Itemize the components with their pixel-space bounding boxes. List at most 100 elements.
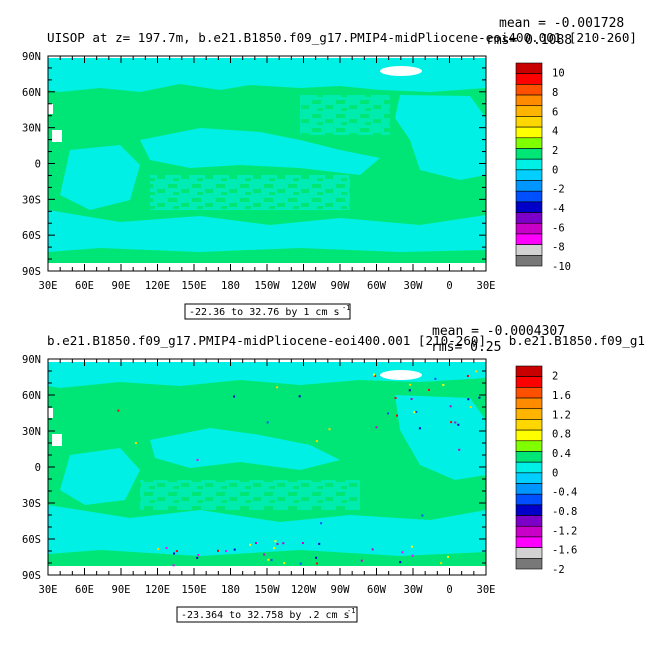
- colorbar-swatch: [515, 180, 543, 192]
- panel-bottom: mean = -0.0004307 rms= 0.25 b.e21.B1850.…: [22, 324, 645, 623]
- anomaly-speck: [418, 427, 421, 430]
- x-tick-label: 120E: [145, 584, 170, 596]
- x-tick-label: 60W: [367, 584, 387, 596]
- anomaly-speck: [175, 550, 178, 553]
- anomaly-speck: [447, 555, 449, 558]
- range-box: -23.364 to 32.758 by .2 cm s -1: [176, 606, 358, 623]
- x-tick-label: 120E: [145, 280, 170, 292]
- panel-top: mean = -0.001728 rms= 0.1088 UISOP at z=…: [22, 16, 637, 320]
- colorbar-swatch: [515, 461, 543, 474]
- anomaly-speck: [408, 389, 411, 392]
- x-tick-label: 60E: [75, 280, 94, 292]
- cyan-region-south: [48, 505, 486, 556]
- anomaly-speck: [440, 562, 443, 565]
- colorbar-label: 10: [552, 68, 565, 80]
- cyan-speckle-overlay-2: [300, 95, 390, 135]
- colorbar-label: 2: [552, 371, 558, 383]
- x-tick-label: 0: [446, 584, 452, 596]
- x-tick-label: 30E: [477, 280, 496, 292]
- colorbar-swatch: [515, 201, 543, 213]
- x-tick-label: 120W: [291, 584, 317, 596]
- anomaly-speck: [173, 552, 175, 555]
- greenland-patch: [380, 370, 422, 380]
- anomaly-speck: [449, 405, 452, 408]
- anomaly-speck: [263, 553, 266, 556]
- anomaly-speck: [270, 559, 273, 561]
- colorbar-label: 0: [552, 467, 558, 479]
- mean-label: mean = -0.001728: [499, 16, 624, 31]
- anomaly-speck: [399, 561, 402, 564]
- y-tick-label: 0: [35, 462, 41, 474]
- colorbar-label: -6: [552, 222, 565, 234]
- y-tick-label: 0: [35, 159, 41, 171]
- anomaly-speck: [458, 448, 461, 451]
- colorbar-label: 0: [552, 164, 558, 176]
- cyan-region-indian: [60, 448, 140, 505]
- x-tick-label: 120W: [291, 280, 317, 292]
- anomaly-speck: [320, 522, 323, 525]
- cyan-speckle-overlay: [150, 175, 350, 210]
- anomaly-speck: [396, 414, 398, 417]
- cyan-region-north: [48, 362, 486, 388]
- x-tick-label: 150E: [181, 280, 206, 292]
- colorbar-swatch: [515, 504, 543, 516]
- anomaly-speck: [421, 514, 424, 517]
- x-tick-label: 90W: [331, 584, 351, 596]
- colorbar-label: 8: [552, 87, 558, 99]
- anomaly-speck: [469, 406, 472, 408]
- colorbar-swatch: [515, 525, 543, 538]
- anomaly-specks: [117, 370, 481, 567]
- range-label: -23.364 to 32.758 by .2 cm s: [181, 610, 350, 621]
- x-tick-label: 30E: [477, 584, 496, 596]
- y-tick-label: 30N: [22, 426, 41, 438]
- colorbar-label: 0.8: [552, 429, 571, 441]
- anomaly-speck: [466, 375, 469, 377]
- cyan-region-atlantic: [395, 95, 486, 180]
- colorbar-swatch: [515, 429, 543, 442]
- y-tick-label: 30S: [22, 194, 41, 206]
- map-area: [47, 358, 487, 576]
- anomaly-speck: [249, 543, 252, 546]
- x-tick-label: 90E: [112, 584, 131, 596]
- colorbar-label: -0.4: [552, 487, 577, 499]
- greenland-patch: [380, 66, 422, 76]
- anomaly-speck: [374, 374, 377, 377]
- mean-label: mean = -0.0004307: [432, 324, 565, 339]
- cyan-region-indian: [60, 145, 140, 210]
- colorbar-swatch: [515, 493, 543, 506]
- plot-title: b.e21.B1850.f09_g17.PMIP4-midPliocene-eo…: [47, 333, 645, 348]
- anomaly-speck: [360, 559, 363, 562]
- axes: 30E 60E 90E 120E 150E 180 150W 120W 90W 60W 30W 0 30…: [22, 51, 495, 292]
- anomaly-speck: [454, 421, 457, 424]
- colorbar-swatch: [515, 126, 543, 139]
- colorbar-label: -10: [552, 261, 571, 273]
- x-tick-label: 60E: [75, 584, 94, 596]
- anomaly-speck: [478, 396, 481, 399]
- anomaly-speck: [267, 558, 270, 561]
- cyan-region-atlantic: [395, 395, 486, 480]
- colorbar-swatch: [515, 255, 543, 267]
- anomaly-speck: [410, 545, 413, 548]
- anomaly-speck: [387, 412, 389, 415]
- colorbar-swatch: [515, 408, 543, 420]
- colorbar-swatch: [515, 73, 543, 85]
- anomaly-speck: [316, 562, 318, 565]
- colorbar-swatch: [515, 190, 543, 203]
- y-tick-label: 90N: [22, 354, 41, 366]
- anomaly-speck: [276, 543, 279, 545]
- y-tick-label: 30S: [22, 498, 41, 510]
- y-tick-label: 60N: [22, 87, 41, 99]
- x-tick-label: 30E: [39, 584, 58, 596]
- anomaly-speck: [233, 395, 236, 398]
- anomaly-speck: [442, 384, 445, 386]
- x-tick-label: 0: [446, 280, 452, 292]
- colorbar-label: 2: [552, 145, 558, 157]
- y-tick-label: 30N: [22, 123, 41, 135]
- x-tick-label: 30W: [404, 584, 424, 596]
- anomaly-speck: [457, 423, 460, 426]
- anomaly-speck: [475, 370, 478, 373]
- anomaly-speck: [273, 547, 276, 550]
- anomaly-speck: [117, 409, 120, 412]
- colorbar-swatch: [515, 536, 543, 548]
- rms-label: rms= 0.1088: [486, 33, 572, 48]
